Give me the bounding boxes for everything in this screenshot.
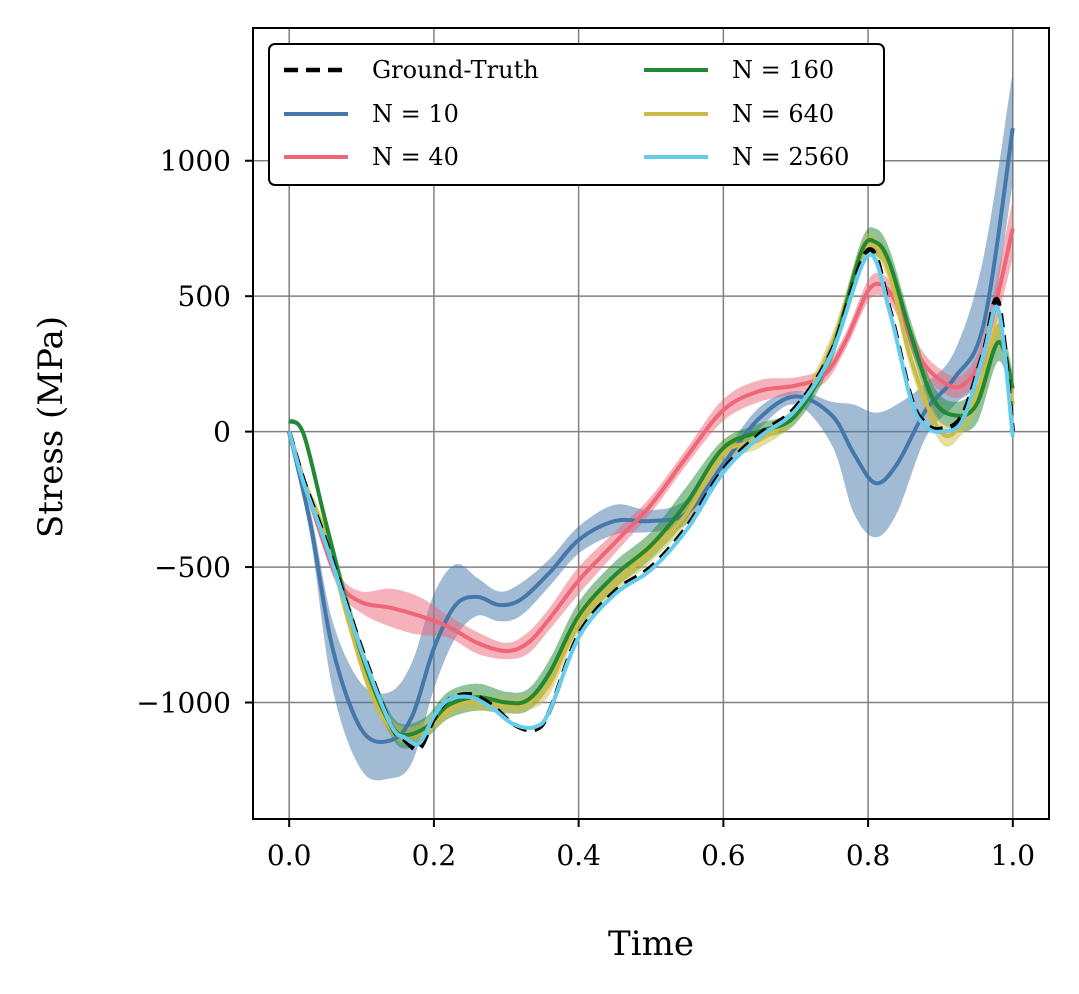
- y-tick-label: −1000: [136, 687, 231, 720]
- legend-label-n-10: N = 10: [372, 100, 459, 128]
- band-n-10: [289, 71, 1013, 781]
- x-axis-label: Time: [608, 924, 694, 964]
- legend-label-n-160: N = 160: [732, 56, 834, 84]
- y-tick-label: 0: [213, 416, 231, 449]
- x-tick-label: 0.4: [556, 839, 601, 872]
- legend-box: [268, 43, 885, 186]
- legend-label-ground-truth: Ground-Truth: [372, 56, 539, 84]
- x-tick-label: 0.6: [701, 839, 746, 872]
- axis-ticks: 0.0 0.2 0.4 0.6 0.8 1.0 −1000 −500 0 500 1000: [136, 145, 1035, 872]
- x-tick-label: 0.2: [412, 839, 457, 872]
- plot-frame: [252, 27, 1050, 820]
- series-lines: [287, 127, 1016, 752]
- legend-label-n-640: N = 640: [732, 100, 834, 128]
- y-axis-label: Stress (MPa): [31, 316, 71, 538]
- y-tick-label: 1000: [160, 145, 231, 178]
- x-tick-label: 1.0: [991, 839, 1036, 872]
- x-tick-label: 0.0: [267, 839, 312, 872]
- x-tick-label: 0.8: [846, 839, 891, 872]
- line-n-640: [287, 242, 1015, 738]
- line-ground-truth: [287, 247, 1016, 752]
- legend-label-n-40: N = 40: [372, 143, 459, 171]
- legend: Ground-Truth N = 10 N = 40 N = 160 N = 640 N …: [268, 43, 885, 186]
- line-n-10: [287, 127, 1015, 745]
- line-n-2560: [287, 252, 1015, 747]
- y-tick-label: −500: [154, 551, 231, 584]
- y-tick-label: 500: [178, 280, 231, 313]
- legend-label-n-2560: N = 2560: [732, 143, 849, 171]
